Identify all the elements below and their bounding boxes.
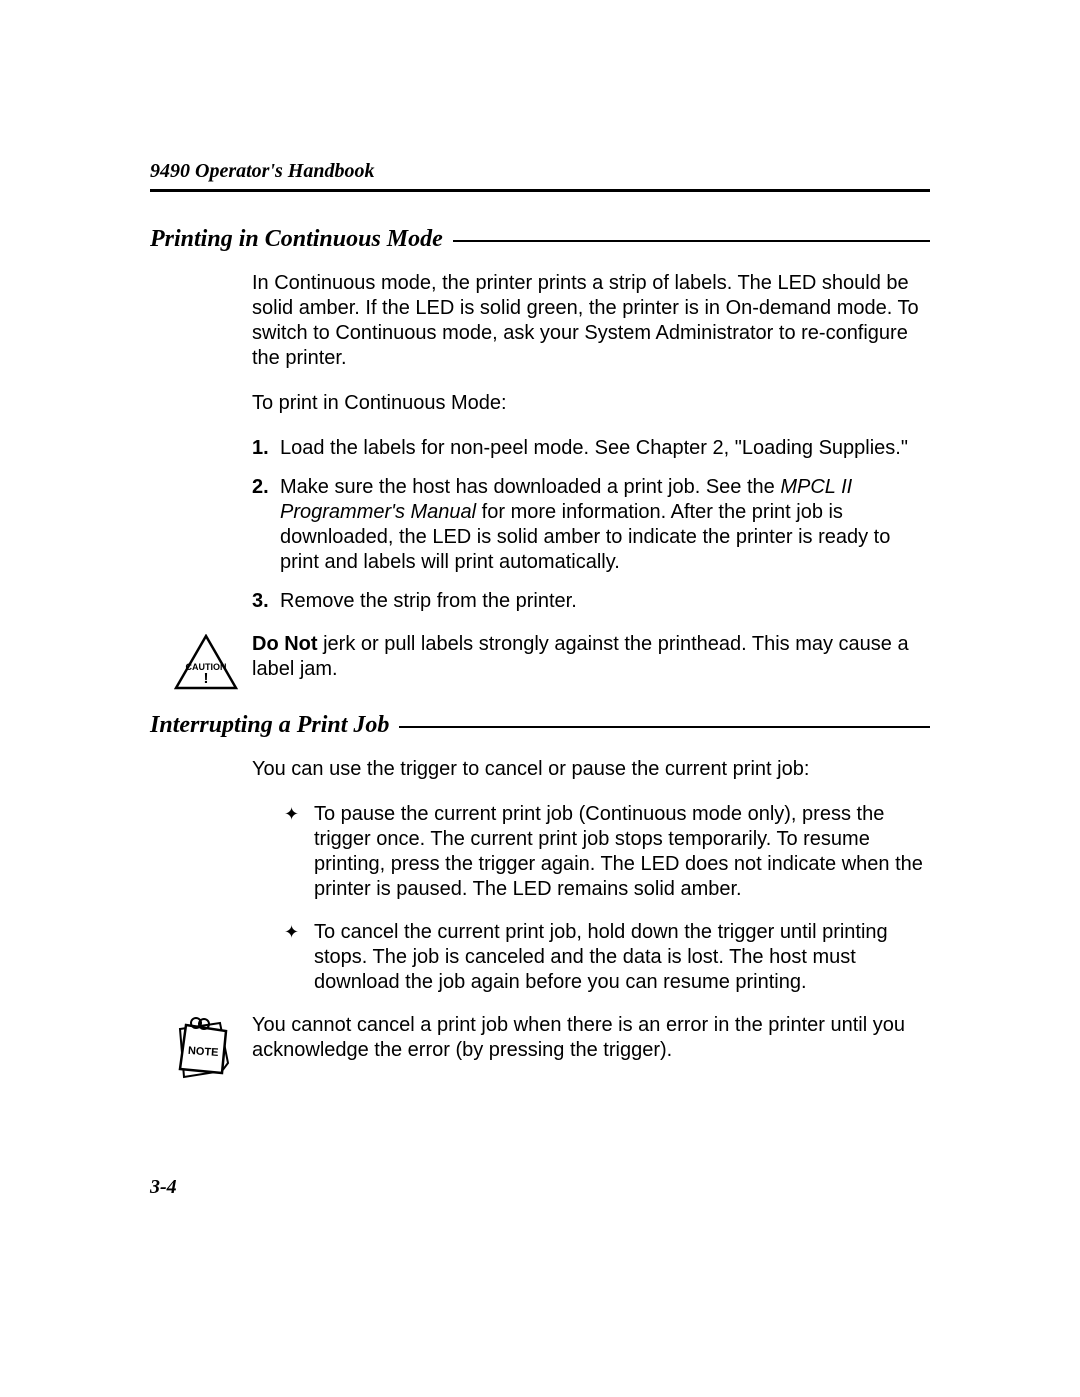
step-text: Load the labels for non-peel mode. See C… xyxy=(280,436,908,461)
step-number: 2. xyxy=(252,475,280,575)
caution-callout: CAUTION ! Do Not jerk or pull labels str… xyxy=(150,632,930,692)
list-item: 3. Remove the strip from the printer. xyxy=(252,589,930,614)
caution-icon-col: CAUTION ! xyxy=(150,632,238,692)
list-item: 2. Make sure the host has downloaded a p… xyxy=(252,475,930,575)
note-callout: NOTE You cannot cancel a print job when … xyxy=(150,1013,930,1085)
text-run: Make sure the host has downloaded a prin… xyxy=(280,476,780,498)
section-title: Interrupting a Print Job xyxy=(150,712,389,739)
section-body: You can use the trigger to cancel or pau… xyxy=(252,757,930,995)
section-rule xyxy=(399,726,930,728)
section-heading: Interrupting a Print Job xyxy=(150,712,930,739)
paragraph: You can use the trigger to cancel or pau… xyxy=(252,757,930,782)
note-label: NOTE xyxy=(188,1045,219,1059)
step-text: Remove the strip from the printer. xyxy=(280,589,577,614)
bullet-list: ✦ To pause the current print job (Contin… xyxy=(284,802,930,995)
bullet-text: To pause the current print job (Continuo… xyxy=(314,802,930,902)
step-number: 3. xyxy=(252,589,280,614)
ordered-list: 1. Load the labels for non-peel mode. Se… xyxy=(252,436,930,614)
section-heading: Printing in Continuous Mode xyxy=(150,226,930,253)
step-number: 1. xyxy=(252,436,280,461)
list-item: 1. Load the labels for non-peel mode. Se… xyxy=(252,436,930,461)
note-icon: NOTE xyxy=(170,1015,238,1085)
section-body: In Continuous mode, the printer prints a… xyxy=(252,271,930,614)
list-item: ✦ To pause the current print job (Contin… xyxy=(284,802,930,902)
section-title: Printing in Continuous Mode xyxy=(150,226,443,253)
caution-text: Do Not jerk or pull labels strongly agai… xyxy=(252,632,930,692)
exclamation-icon: ! xyxy=(204,670,209,687)
bullet-text: To cancel the current print job, hold do… xyxy=(314,920,930,995)
bullet-icon: ✦ xyxy=(284,802,314,902)
header-rule xyxy=(150,189,930,192)
manual-page: 9490 Operator's Handbook Printing in Con… xyxy=(0,0,1080,1397)
step-text: Make sure the host has downloaded a prin… xyxy=(280,475,930,575)
list-item: ✦ To cancel the current print job, hold … xyxy=(284,920,930,995)
bold-text: Do Not xyxy=(252,633,318,655)
paragraph: In Continuous mode, the printer prints a… xyxy=(252,271,930,371)
paragraph: To print in Continuous Mode: xyxy=(252,391,930,416)
bullet-icon: ✦ xyxy=(284,920,314,995)
note-text: You cannot cancel a print job when there… xyxy=(252,1013,930,1085)
running-head: 9490 Operator's Handbook xyxy=(150,160,930,183)
page-number: 3-4 xyxy=(150,1176,177,1199)
text-run: jerk or pull labels strongly against the… xyxy=(252,633,909,680)
note-icon-col: NOTE xyxy=(150,1013,238,1085)
section-rule xyxy=(453,240,930,242)
caution-icon: CAUTION ! xyxy=(174,634,238,692)
